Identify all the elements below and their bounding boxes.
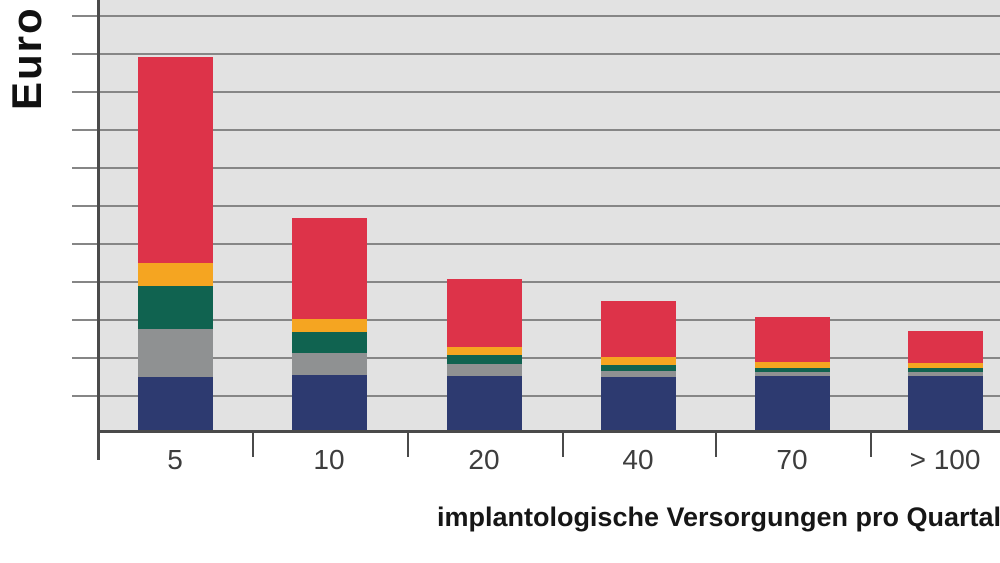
x-tick-label: > 100 <box>909 444 981 475</box>
stacked-bar->100 <box>907 0 983 430</box>
navy-bottom-segment <box>291 375 367 430</box>
navy-bottom-segment <box>754 376 830 430</box>
y-axis-line <box>97 0 100 460</box>
gray-segment <box>754 372 830 376</box>
x-axis-tick <box>561 430 564 457</box>
x-tick-label: 5 <box>167 444 183 475</box>
gridline <box>72 166 1000 169</box>
gridline <box>72 90 1000 93</box>
navy-bottom-segment <box>600 377 676 430</box>
x-axis-tick <box>406 430 409 457</box>
x-axis-line <box>97 430 1000 433</box>
gridline <box>72 53 1000 55</box>
navy-bottom-segment <box>446 376 522 430</box>
red-top-segment <box>600 301 676 357</box>
green-segment <box>137 286 213 329</box>
gridline <box>72 280 1000 283</box>
x-axis-tick <box>715 430 717 457</box>
x-axis-tick <box>870 430 872 457</box>
red-top-segment <box>446 279 522 347</box>
green-segment <box>754 368 830 372</box>
gray-segment <box>137 329 213 377</box>
gray-segment <box>446 364 522 376</box>
orange-segment <box>291 319 367 332</box>
red-top-segment <box>907 331 983 363</box>
x-tick-label: 70 <box>776 444 808 475</box>
red-top-segment <box>291 218 367 319</box>
green-segment <box>291 332 367 353</box>
stacked-bar-70 <box>754 0 830 430</box>
orange-segment <box>446 347 522 355</box>
stacked-bar-20 <box>446 0 522 430</box>
green-segment <box>600 365 676 371</box>
x-tick-label: 10 <box>313 444 345 475</box>
green-segment <box>907 368 983 372</box>
plot-area <box>98 0 1000 430</box>
gray-segment <box>600 371 676 377</box>
x-axis-title: implantologische Versorgungen pro Quarta… <box>436 502 1000 532</box>
stacked-bar-10 <box>291 0 367 430</box>
stacked-bar-40 <box>600 0 676 430</box>
navy-bottom-segment <box>137 377 213 430</box>
gridline <box>72 318 1000 321</box>
orange-segment <box>754 362 830 368</box>
x-axis-tick <box>251 430 254 457</box>
red-top-segment <box>137 57 213 263</box>
gridline <box>72 394 1000 397</box>
red-top-segment <box>754 317 830 362</box>
x-tick-label: 40 <box>622 444 654 475</box>
gray-segment <box>291 353 367 375</box>
green-segment <box>446 355 522 364</box>
gridline <box>72 128 1000 131</box>
gridline <box>72 242 1000 245</box>
y-axis-title: Euro <box>3 6 50 110</box>
orange-segment <box>600 357 676 365</box>
stacked-bar-5 <box>137 0 213 430</box>
navy-bottom-segment <box>907 376 983 430</box>
gridline <box>72 15 1000 18</box>
gridline <box>72 356 1000 359</box>
orange-segment <box>907 363 983 368</box>
gridline <box>72 204 1000 207</box>
orange-segment <box>137 263 213 286</box>
x-tick-label: 20 <box>468 444 500 475</box>
gray-segment <box>907 372 983 376</box>
